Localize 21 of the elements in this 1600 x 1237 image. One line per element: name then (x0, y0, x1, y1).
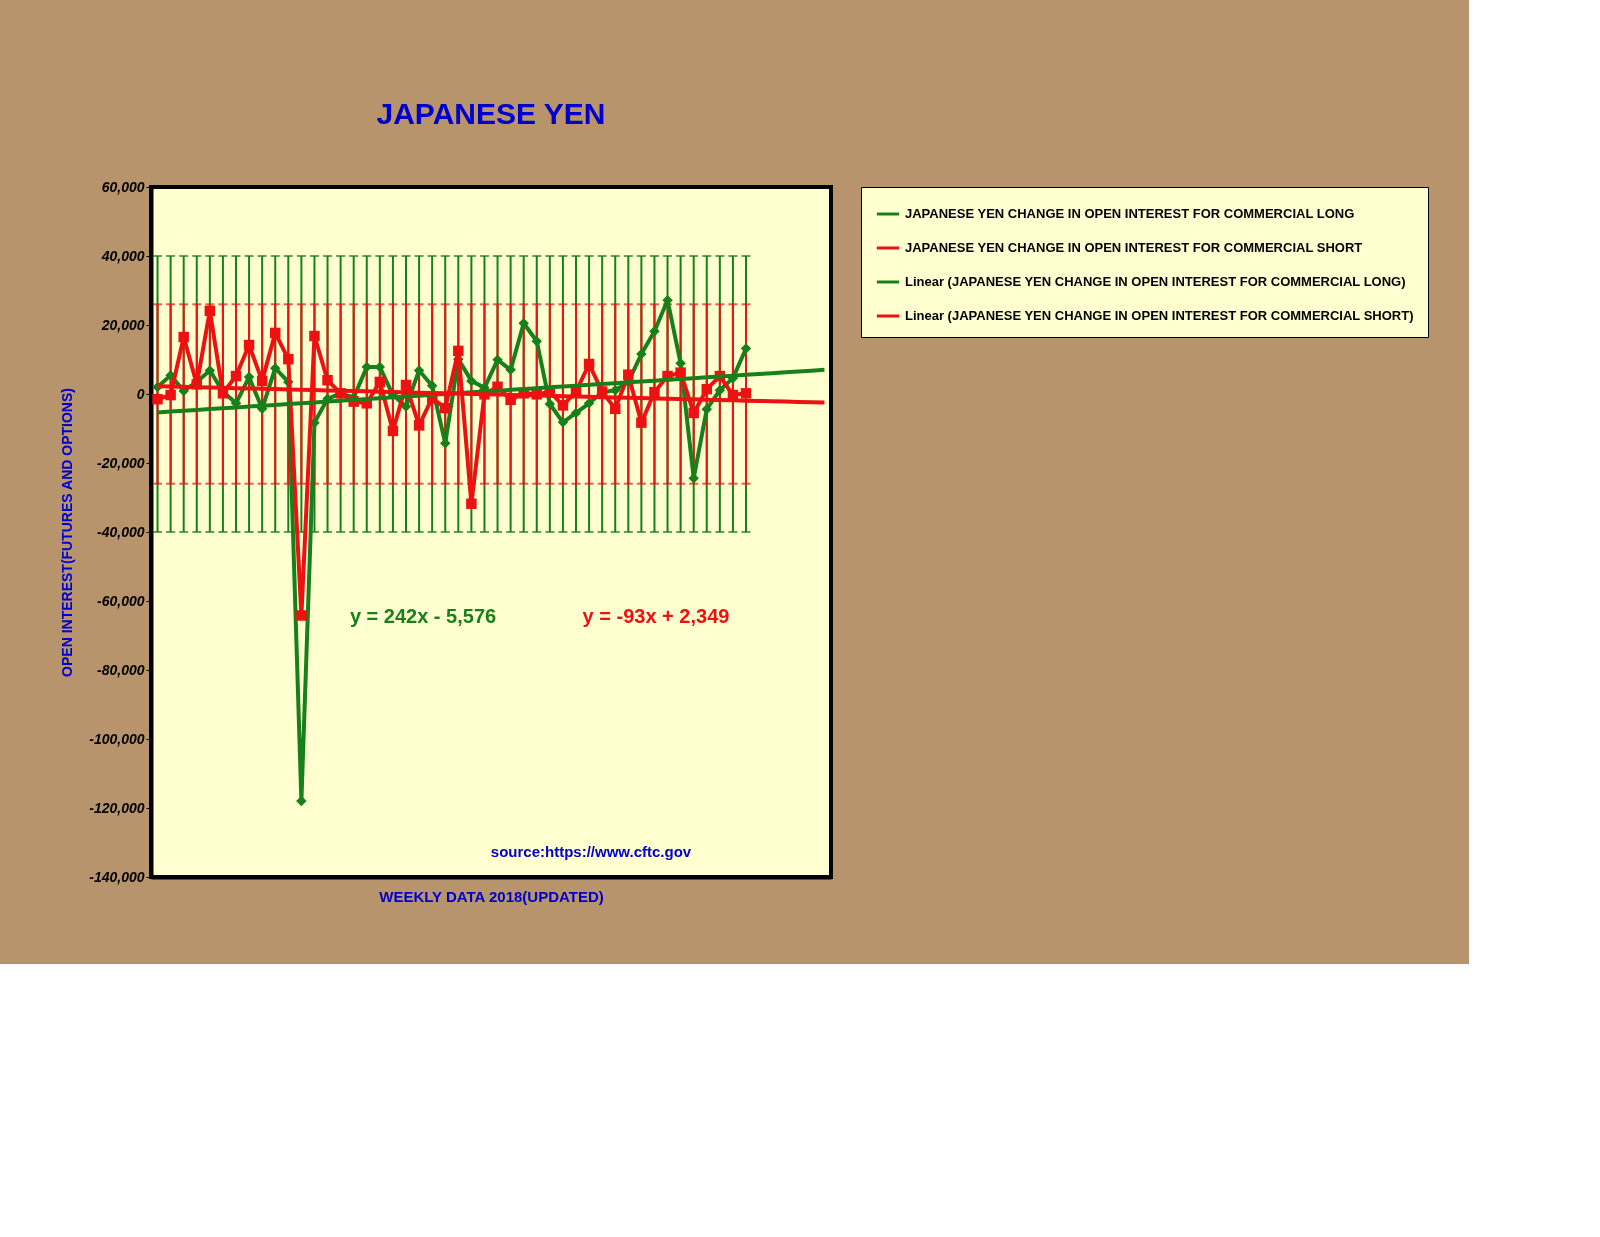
y-tick-label: -80,000 (97, 661, 145, 678)
y-axis-title: OPEN INTEREST(FUTURES AND OPTIONS) (59, 388, 76, 677)
y-tick-label: -140,000 (89, 868, 145, 885)
annotation: y = -93x + 2,349 (582, 605, 730, 627)
y-tick-label: 0 (136, 385, 145, 402)
annotation: y = 242x - 5,576 (349, 605, 497, 627)
legend-label: JAPANESE YEN CHANGE IN OPEN INTEREST FOR COMMERCIAL SHORT (905, 240, 1363, 255)
y-tick-label: -120,000 (89, 799, 145, 816)
chart-title: JAPANESE YEN (376, 97, 606, 130)
legend-label: JAPANESE YEN CHANGE IN OPEN INTEREST FOR COMMERCIAL LONG (905, 206, 1355, 221)
legend-label: Linear (JAPANESE YEN CHANGE IN OPEN INTEREST FOR COMMERCIAL SHORT) (905, 308, 1414, 323)
y-tick-label: -40,000 (97, 523, 145, 540)
y-tick-label: 60,000 (101, 178, 145, 195)
legend-label: Linear (JAPANESE YEN CHANGE IN OPEN INTEREST FOR COMMERCIAL LONG) (905, 274, 1406, 289)
y-tick-label: -100,000 (89, 730, 145, 747)
x-axis-title: WEEKLY DATA 2018(UPDATED) (379, 887, 604, 905)
y-tick-label: -20,000 (97, 454, 145, 471)
annotation: source:https://www.cftc.gov (490, 843, 692, 860)
y-tick-label: 20,000 (100, 316, 145, 333)
y-tick-label: 40,000 (100, 247, 145, 264)
y-tick-label: -60,000 (97, 592, 145, 609)
